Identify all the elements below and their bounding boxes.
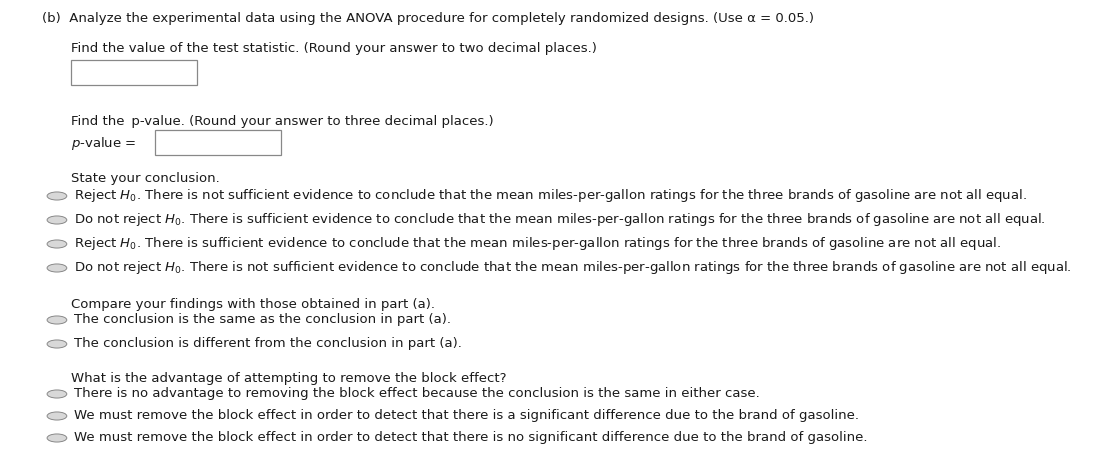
Text: The conclusion is different from the conclusion in part (a).: The conclusion is different from the con… bbox=[74, 338, 462, 351]
Text: State your conclusion.: State your conclusion. bbox=[71, 172, 220, 185]
Text: (b)  Analyze the experimental data using the ANOVA procedure for completely rand: (b) Analyze the experimental data using … bbox=[42, 12, 814, 25]
FancyBboxPatch shape bbox=[71, 60, 197, 85]
Text: Find the value of the test statistic. (Round your answer to two decimal places.): Find the value of the test statistic. (R… bbox=[71, 42, 597, 55]
Circle shape bbox=[47, 216, 67, 224]
Circle shape bbox=[47, 192, 67, 200]
FancyBboxPatch shape bbox=[155, 130, 281, 155]
Text: What is the advantage of attempting to remove the block effect?: What is the advantage of attempting to r… bbox=[71, 372, 507, 385]
Circle shape bbox=[47, 240, 67, 248]
Text: We must remove the block effect in order to detect that there is no significant : We must remove the block effect in order… bbox=[74, 431, 868, 445]
Text: Find the  p-value. (Round your answer to three decimal places.): Find the p-value. (Round your answer to … bbox=[71, 115, 494, 128]
Text: We must remove the block effect in order to detect that there is a significant d: We must remove the block effect in order… bbox=[74, 409, 860, 423]
Text: Compare your findings with those obtained in part (a).: Compare your findings with those obtaine… bbox=[71, 298, 435, 311]
Circle shape bbox=[47, 316, 67, 324]
Text: Reject $H_0$. There is not sufficient evidence to conclude that the mean miles-p: Reject $H_0$. There is not sufficient ev… bbox=[74, 188, 1027, 204]
Circle shape bbox=[47, 264, 67, 272]
Text: Do not reject $H_0$. There is sufficient evidence to conclude that the mean mile: Do not reject $H_0$. There is sufficient… bbox=[74, 211, 1046, 229]
Text: $p$-value =: $p$-value = bbox=[71, 135, 137, 151]
Circle shape bbox=[47, 340, 67, 348]
Circle shape bbox=[47, 412, 67, 420]
Text: Reject $H_0$. There is sufficient evidence to conclude that the mean miles-per-g: Reject $H_0$. There is sufficient eviden… bbox=[74, 235, 1002, 252]
Circle shape bbox=[47, 434, 67, 442]
Text: The conclusion is the same as the conclusion in part (a).: The conclusion is the same as the conclu… bbox=[74, 313, 451, 326]
Text: There is no advantage to removing the block effect because the conclusion is the: There is no advantage to removing the bl… bbox=[74, 387, 760, 401]
Text: Do not reject $H_0$. There is not sufficient evidence to conclude that the mean : Do not reject $H_0$. There is not suffic… bbox=[74, 260, 1072, 277]
Circle shape bbox=[47, 390, 67, 398]
